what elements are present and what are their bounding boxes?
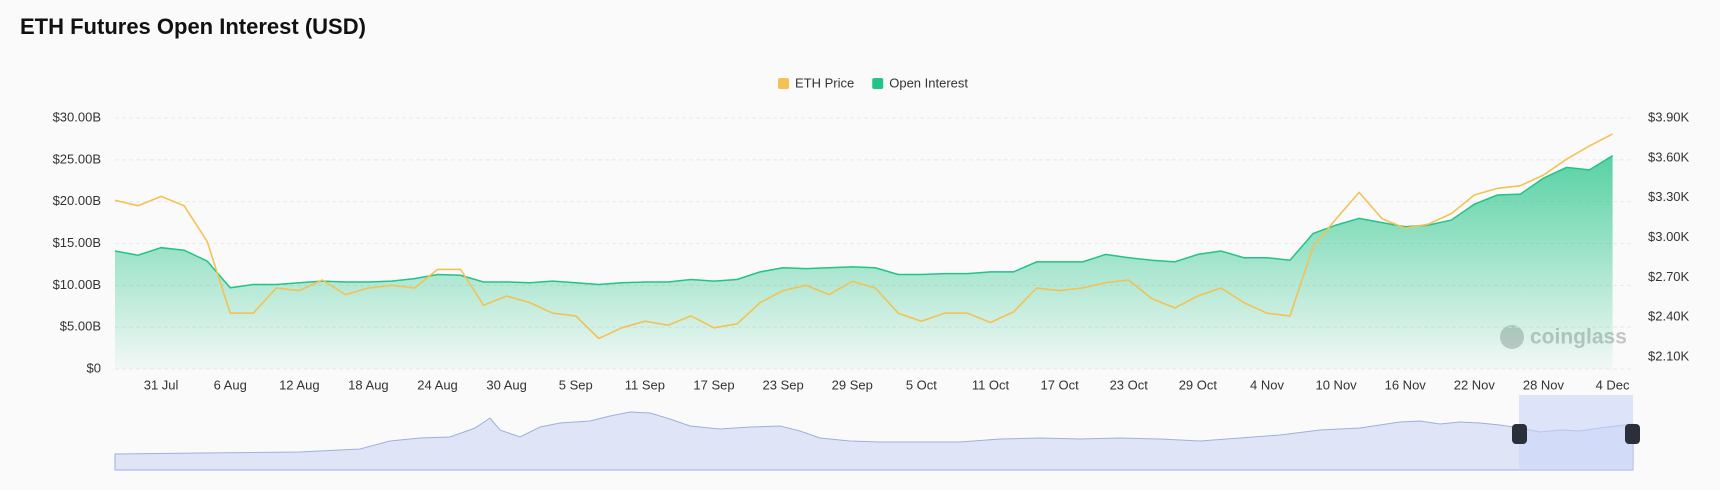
x-tick-label: 28 Nov <box>1523 377 1565 392</box>
y-tick-label: $20.00B <box>53 193 101 208</box>
y2-tick-label: $3.60K <box>1648 149 1690 164</box>
x-tick-label: 24 Aug <box>417 377 458 392</box>
y2-tick-label: $2.10K <box>1648 348 1690 363</box>
x-tick-label: 22 Nov <box>1454 377 1496 392</box>
y2-tick-label: $3.90K <box>1648 109 1690 124</box>
line <box>114 133 1613 340</box>
x-tick-label: 10 Nov <box>1315 377 1357 392</box>
navigator <box>114 395 1640 471</box>
x-tick-label: 11 Sep <box>625 377 665 392</box>
navigator-handle[interactable] <box>1625 424 1640 444</box>
legend-swatch <box>777 78 789 89</box>
x-tick-label: 23 Oct <box>1110 377 1149 392</box>
area <box>115 155 1613 369</box>
legend-swatch <box>872 78 884 89</box>
navigator-handle[interactable] <box>1512 424 1527 444</box>
x-tick-label: 16 Nov <box>1385 377 1427 392</box>
chart-title: ETH Futures Open Interest (USD) <box>20 14 366 39</box>
y-tick-label: $5.00B <box>60 319 101 334</box>
legend-label: Open Interest <box>889 75 968 90</box>
x-tick-label: 4 Nov <box>1250 377 1284 392</box>
legend-label: ETH Price <box>795 75 854 90</box>
x-tick-label: 31 Jul <box>144 377 179 392</box>
x-tick-label: 17 Sep <box>693 377 734 392</box>
y-tick-label: $30.00B <box>53 109 101 124</box>
x-tick-label: 12 Aug <box>279 377 320 392</box>
y2-tick-label: $3.00K <box>1648 229 1690 244</box>
x-tick-label: 23 Sep <box>763 377 804 392</box>
x-tick-label: 4 Dec <box>1596 377 1630 392</box>
y-tick-label: $15.00B <box>53 235 101 250</box>
x-tick-label: 29 Sep <box>832 377 873 392</box>
y-tick-label: $0 <box>87 360 101 375</box>
y2-tick-label: $2.70K <box>1648 269 1690 284</box>
navigator-area <box>114 411 1634 471</box>
area-line <box>114 155 1613 289</box>
x-tick-label: 11 Oct <box>972 377 1010 392</box>
y2-tick-label: $3.30K <box>1648 189 1690 204</box>
y-tick-label: $10.00B <box>53 277 101 292</box>
x-tick-label: 5 Oct <box>906 377 937 392</box>
x-tick-label: 29 Oct <box>1179 377 1218 392</box>
y-tick-label: $25.00B <box>53 151 101 166</box>
x-tick-label: 30 Aug <box>486 377 527 392</box>
navigator-window[interactable] <box>1519 395 1633 470</box>
legend: ETH Price Open Interest <box>777 75 968 90</box>
x-tick-label: 18 Aug <box>348 377 389 392</box>
x-tick-label: 6 Aug <box>214 377 247 392</box>
x-tick-label: 17 Oct <box>1040 377 1079 392</box>
x-tick-label: 5 Sep <box>559 377 593 392</box>
y2-tick-label: $2.40K <box>1648 309 1690 324</box>
